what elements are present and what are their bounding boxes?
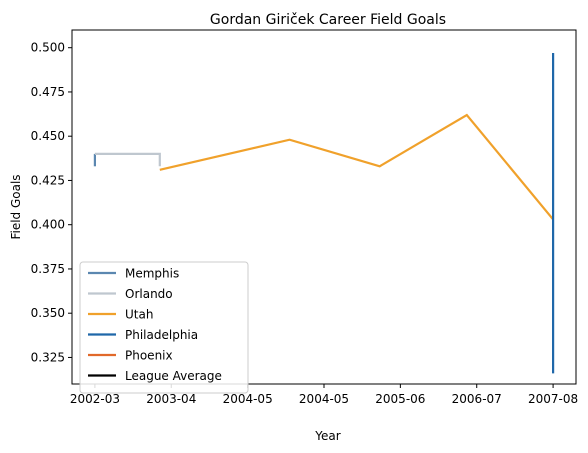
y-tick-label: 0.325 bbox=[31, 350, 65, 364]
x-axis-label: Year bbox=[314, 429, 340, 443]
y-axis: 0.325 0.350 0.375 0.400 0.425 0.450 0.475 0.500 bbox=[31, 41, 72, 364]
legend-label: Orlando bbox=[125, 287, 173, 301]
legend-label: Philadelphia bbox=[125, 328, 198, 342]
legend-box bbox=[79, 261, 249, 394]
x-tick-label: 2006-07 bbox=[452, 392, 502, 406]
x-tick-label: 2005-06 bbox=[375, 392, 425, 406]
x-tick-label: 2004-05 bbox=[223, 392, 273, 406]
y-tick-label: 0.425 bbox=[31, 173, 65, 187]
x-tick-label: 2002-03 bbox=[70, 392, 120, 406]
legend-label: Utah bbox=[125, 308, 153, 322]
plot-area: 0.325 0.350 0.375 0.400 0.425 0.450 0.475 0.500… bbox=[31, 29, 578, 406]
x-tick-label: 2003-04 bbox=[146, 392, 196, 406]
y-tick-label: 0.400 bbox=[31, 218, 65, 232]
y-tick-label: 0.375 bbox=[31, 262, 65, 276]
y-tick-label: 0.475 bbox=[31, 85, 65, 99]
legend-label: Phoenix bbox=[125, 349, 173, 363]
legend-label: Memphis bbox=[125, 267, 179, 281]
series-line-utah bbox=[159, 113, 554, 221]
legend-label: League Average bbox=[125, 369, 222, 383]
y-tick-label: 0.500 bbox=[31, 41, 65, 55]
y-tick-label: 0.350 bbox=[31, 306, 65, 320]
x-tick-label: 2004-05 bbox=[299, 392, 349, 406]
x-tick-label: 2007-08 bbox=[528, 392, 578, 406]
series-layer bbox=[93, 53, 555, 374]
x-axis: 2002-03 2003-04 2004-05 2004-05 2005-06 2006-… bbox=[70, 384, 578, 406]
legend: Memphis Orlando Utah Philadelphia Phoenix Lea… bbox=[79, 261, 249, 394]
chart-title: Gordan Giriček Career Field Goals bbox=[210, 12, 446, 28]
y-tick-label: 0.450 bbox=[31, 129, 65, 143]
y-axis-label: Field Goals bbox=[9, 174, 23, 239]
series-line-orlando bbox=[94, 152, 161, 167]
